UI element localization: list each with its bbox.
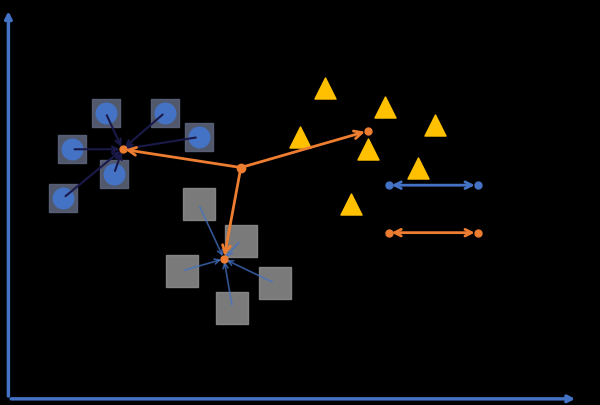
Point [194, 201, 203, 208]
Point [346, 201, 356, 208]
Point [59, 195, 68, 202]
Point [160, 110, 170, 117]
Point [67, 147, 77, 153]
Point [430, 122, 440, 129]
Point [177, 268, 187, 275]
Point [380, 104, 389, 111]
Point [295, 134, 305, 141]
Point [194, 134, 203, 141]
Point [109, 171, 119, 177]
Point [67, 147, 77, 153]
Point [320, 86, 330, 92]
Point [413, 165, 423, 171]
Point [227, 305, 237, 311]
Point [59, 195, 68, 202]
Point [270, 280, 280, 287]
Point [160, 110, 170, 117]
Point [109, 171, 119, 177]
Point [101, 110, 110, 117]
Point [236, 238, 245, 244]
Point [194, 134, 203, 141]
Point [363, 147, 373, 153]
Point [101, 110, 110, 117]
